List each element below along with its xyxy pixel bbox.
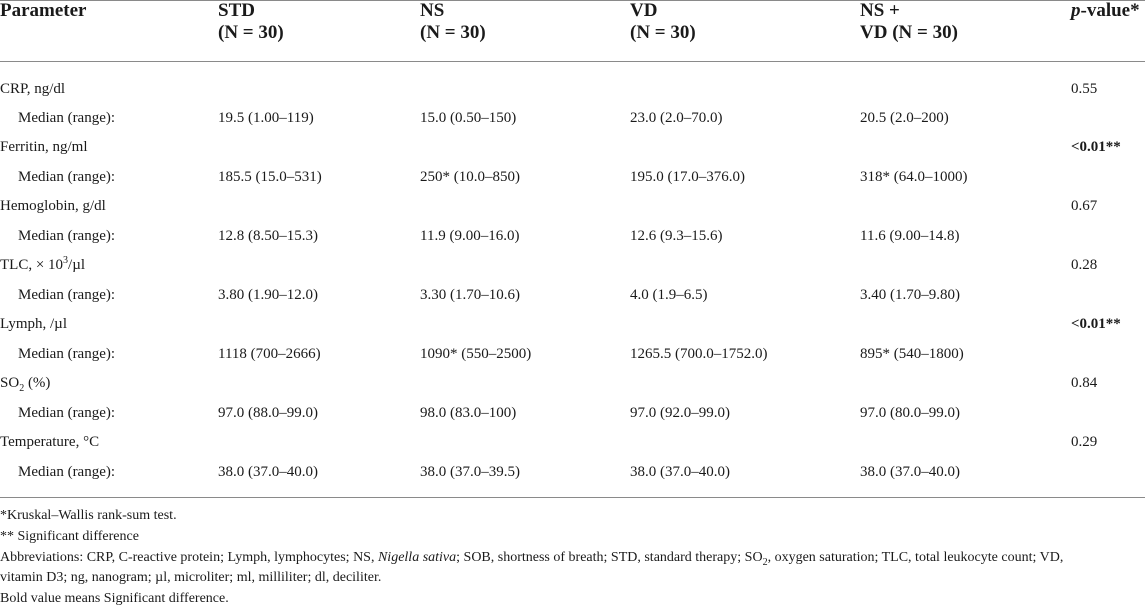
row-lymph-std: 1118 (700–2666) [218,346,321,362]
row-ferritin-vd: 195.0 (17.0–376.0) [630,169,745,185]
row-ferritin-label: Ferritin, ng/ml [0,139,88,155]
row-lymph-pvalue: <0.01** [1071,316,1121,332]
footnote-abbr-b: ; SOB, shortness of breath; STD, standar… [456,550,763,565]
row-lymph-sublabel: Median (range): [18,346,116,362]
row-hemoglobin-vd: 12.6 (9.3–15.6) [630,228,723,244]
row-lymph-vd: 1265.5 (700.0–1752.0) [630,346,768,362]
row-crp-std: 19.5 (1.00–119) [218,110,314,126]
row-so2-vd: 97.0 (92.0–99.0) [630,405,730,421]
row-temperature-ns: 38.0 (37.0–39.5) [420,464,520,480]
row-tlc-label-a: TLC, × 10 [0,257,64,273]
row-so2-std: 97.0 (88.0–99.0) [218,405,318,421]
footnote-abbr-sub: 2 [762,556,768,568]
row-tlc-std: 3.80 (1.90–12.0) [218,287,318,303]
row-crp-nsvd: 20.5 (2.0–200) [860,110,949,126]
footnote-significant: ** Significant difference [0,529,139,544]
header-std-line2: (N = 30) [218,22,284,43]
header-pvalue-text: p-value* [1071,0,1140,22]
row-so2-label-b: (%) [24,375,51,391]
row-so2-nsvd: 97.0 (80.0–99.0) [860,405,960,421]
row-so2-ns: 98.0 (83.0–100) [420,405,517,421]
row-tlc-ns: 3.30 (1.70–10.6) [420,287,520,303]
header-ns-line2: (N = 30) [420,22,486,43]
row-tlc-label: TLC, × 103/µl [0,255,85,275]
row-temperature-pvalue: 0.29 [1071,434,1098,450]
header-std-line1: STD [218,0,255,21]
row-so2-sublabel: Median (range): [18,405,116,421]
footnote-abbreviations-line2: vitamin D3; ng, nanogram; µl, microliter… [0,570,382,585]
header-pvalue-rest: -value* [1080,0,1140,21]
row-lymph-nsvd: 895* (540–1800) [860,346,964,362]
row-ferritin-pvalue: <0.01** [1071,139,1121,155]
row-crp-label: CRP, ng/dl [0,81,66,97]
row-tlc-pvalue: 0.28 [1071,257,1098,273]
row-crp-ns: 15.0 (0.50–150) [420,110,517,126]
row-lymph-label: Lymph, /µl [0,316,67,332]
header-vd-line2: (N = 30) [630,22,696,43]
row-ferritin-std: 185.5 (15.0–531) [218,169,322,185]
row-crp-vd: 23.0 (2.0–70.0) [630,110,723,126]
row-tlc-sublabel: Median (range): [18,287,116,303]
table-header-rule [0,61,1145,62]
header-ns: NS (N = 30) [420,0,486,44]
footnote-bold-note: Bold value means Significant difference. [0,591,229,606]
header-parameter-text: Parameter [0,0,87,21]
header-ns-line1: NS [420,0,445,21]
header-nsvd: NS + VD (N = 30) [860,0,958,44]
row-temperature-vd: 38.0 (37.0–40.0) [630,464,730,480]
row-crp-sublabel: Median (range): [18,110,116,126]
row-hemoglobin-std: 12.8 (8.50–15.3) [218,228,318,244]
row-so2-label-a: SO [0,375,20,391]
header-nsvd-line1: NS + [860,0,900,21]
footnote-abbr-italic: Nigella sativa [377,550,457,565]
footnote-kruskal: *Kruskal–Wallis rank-sum test. [0,508,177,523]
row-so2-pvalue: 0.84 [1071,375,1098,391]
table-bottom-rule [0,497,1145,498]
row-hemoglobin-pvalue: 0.67 [1071,198,1098,214]
header-std: STD (N = 30) [218,0,284,44]
footnote-abbr-a: Abbreviations: CRP, C-reactive protein; … [0,550,378,565]
row-so2-label-sub: 2 [19,383,25,394]
row-so2-label: SO2 (%) [0,373,51,394]
row-tlc-label-sup: 3 [63,255,69,266]
header-nsvd-line2: VD (N = 30) [860,22,958,43]
row-temperature-label: Temperature, °C [0,434,100,450]
row-hemoglobin-label: Hemoglobin, g/dl [0,198,106,214]
header-pvalue: p-value* [1071,0,1140,22]
header-vd: VD (N = 30) [630,0,696,44]
row-tlc-vd: 4.0 (1.9–6.5) [630,287,708,303]
row-hemoglobin-nsvd: 11.6 (9.00–14.8) [860,228,960,244]
row-temperature-nsvd: 38.0 (37.0–40.0) [860,464,960,480]
footnote-abbreviations-line1: Abbreviations: CRP, C-reactive protein; … [0,548,1063,568]
row-lymph-ns: 1090* (550–2500) [420,346,532,362]
row-ferritin-ns: 250* (10.0–850) [420,169,520,185]
header-pvalue-italic: p [1071,0,1081,21]
header-parameter: Parameter [0,0,87,22]
row-temperature-std: 38.0 (37.0–40.0) [218,464,318,480]
row-ferritin-sublabel: Median (range): [18,169,116,185]
footnote-abbr-c: , oxygen saturation; TLC, total leukocyt… [767,550,1064,565]
table-top-rule [0,0,1145,1]
row-temperature-sublabel: Median (range): [18,464,116,480]
header-vd-line1: VD [630,0,658,21]
row-tlc-nsvd: 3.40 (1.70–9.80) [860,287,960,303]
row-hemoglobin-sublabel: Median (range): [18,228,116,244]
row-ferritin-nsvd: 318* (64.0–1000) [860,169,968,185]
row-crp-pvalue: 0.55 [1071,81,1098,97]
row-hemoglobin-ns: 11.9 (9.00–16.0) [420,228,520,244]
row-tlc-label-b: /µl [68,257,86,273]
